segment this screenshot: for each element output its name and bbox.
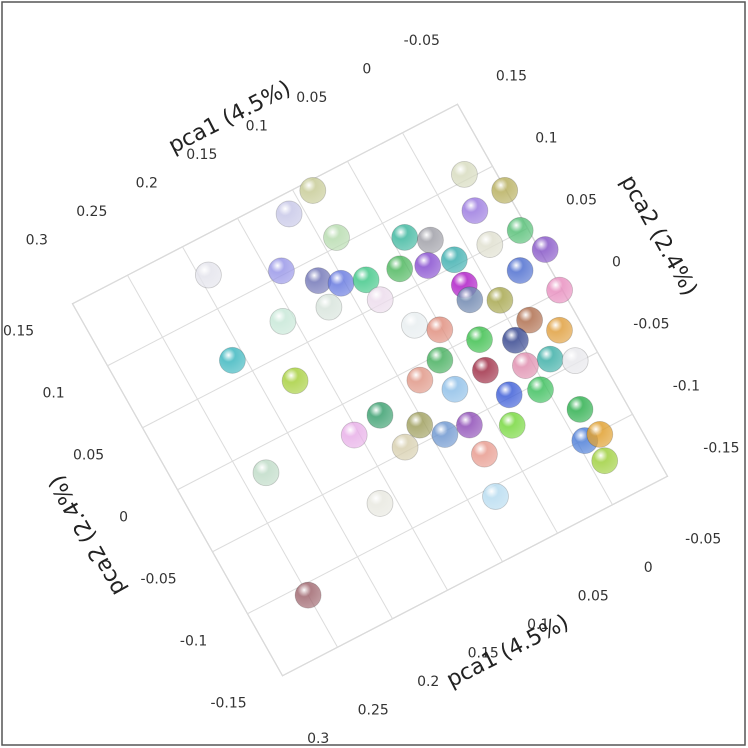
- y-grid-line: [72, 103, 458, 305]
- x-tick-label-top: 0.3: [26, 233, 48, 249]
- data-point: [269, 307, 297, 335]
- x-tick-label-bottom: 0.2: [417, 674, 439, 690]
- data-point: [506, 217, 534, 244]
- data-point: [366, 490, 394, 517]
- x-tick-label-top: 0.2: [136, 176, 158, 192]
- data-point: [366, 286, 394, 314]
- y-tick-label-right: 0: [612, 254, 621, 270]
- data-point: [304, 267, 332, 295]
- x-tick-label-bottom: 0.3: [307, 731, 329, 747]
- y-grid-line: [107, 165, 493, 367]
- data-point: [498, 411, 526, 439]
- data-point: [491, 176, 519, 204]
- data-point: [546, 316, 573, 344]
- tick-layer: -0.05 -0.05 0 0 0.05 0.05 0.1 0.1 0.15 0.15 0.2 0.2…: [3, 33, 740, 747]
- data-point: [512, 352, 539, 379]
- y-tick-label-right: 0.15: [496, 68, 527, 84]
- x-tick-label-top: 0.05: [296, 90, 327, 106]
- x-tick-label-bottom: 0: [644, 560, 653, 576]
- data-point: [546, 276, 573, 304]
- data-point: [406, 411, 434, 439]
- data-point: [218, 346, 246, 374]
- y-tick-label-right: 0.1: [535, 130, 557, 146]
- data-point: [414, 252, 442, 279]
- data-point: [466, 326, 493, 354]
- y-tick-label-left: -0.1: [180, 634, 207, 650]
- y-tick-label-left: 0.1: [42, 386, 64, 402]
- data-point: [352, 266, 380, 294]
- data-point: [391, 223, 419, 251]
- y-tick-label-left: 0.05: [73, 448, 104, 464]
- y-grid-line: [247, 413, 633, 615]
- x-tick-label-bottom: 0.25: [358, 702, 389, 718]
- data-point: [495, 381, 523, 409]
- x-tick-label-top: 0.1: [246, 119, 268, 135]
- data-point: [391, 433, 419, 461]
- data-point: [275, 200, 303, 228]
- data-point: [323, 224, 350, 251]
- data-point: [416, 226, 444, 254]
- data-point: [456, 286, 484, 314]
- data-point: [470, 440, 498, 468]
- data-point: [591, 447, 619, 475]
- data-point: [440, 246, 468, 274]
- data-point: [531, 236, 559, 263]
- data-point: [294, 581, 322, 609]
- data-point: [252, 459, 280, 487]
- data-point: [566, 395, 594, 423]
- data-point: [386, 255, 414, 283]
- data-point: [194, 261, 222, 289]
- y-grid-line: [282, 475, 668, 677]
- data-point: [340, 421, 368, 449]
- y-grid-line: [177, 289, 563, 491]
- data-point: [586, 420, 614, 448]
- data-point: [455, 411, 483, 439]
- data-point: [561, 347, 589, 375]
- y-tick-label-right: -0.1: [673, 378, 700, 394]
- data-point: [431, 421, 459, 448]
- data-point: [406, 366, 434, 394]
- data-point: [315, 293, 343, 321]
- x-tick-label-bottom: 0.1: [527, 617, 549, 633]
- data-point: [401, 311, 428, 339]
- data-point: [281, 367, 309, 395]
- y-tick-label-left: 0: [119, 510, 128, 526]
- x-tick-label-top: 0.25: [76, 204, 107, 220]
- data-point: [506, 257, 534, 284]
- y-tick-label-right: 0.05: [566, 192, 597, 208]
- x-tick-label-top: -0.05: [404, 33, 440, 49]
- y-tick-label-left: -0.15: [210, 696, 246, 712]
- data-point: [450, 160, 478, 188]
- data-point: [482, 483, 509, 510]
- data-point: [299, 177, 327, 204]
- data-point: [516, 306, 543, 334]
- data-point: [502, 326, 529, 354]
- data-point: [426, 346, 454, 374]
- y-tick-label-right: -0.15: [703, 440, 739, 456]
- data-point: [476, 231, 504, 258]
- x-tick-label-top: 0: [362, 62, 371, 78]
- x-tick-label-bottom: 0.05: [578, 588, 609, 604]
- x-tick-label-top: 0.15: [186, 147, 217, 163]
- y-tick-label-left: 0.15: [3, 324, 34, 340]
- data-point: [527, 376, 554, 404]
- x-tick-label-bottom: -0.05: [685, 531, 721, 547]
- point-layer: [194, 160, 619, 609]
- data-point: [366, 401, 394, 429]
- x-tick-label-bottom: 0.15: [468, 645, 499, 661]
- y-tick-label-left: -0.05: [140, 572, 176, 588]
- y-tick-label-right: -0.05: [633, 316, 669, 332]
- data-point: [426, 316, 454, 344]
- data-point: [536, 345, 564, 373]
- data-point: [486, 286, 514, 314]
- data-point: [441, 375, 469, 403]
- data-point: [471, 356, 499, 384]
- data-point: [461, 197, 489, 225]
- data-point: [327, 269, 355, 297]
- data-point: [267, 257, 295, 285]
